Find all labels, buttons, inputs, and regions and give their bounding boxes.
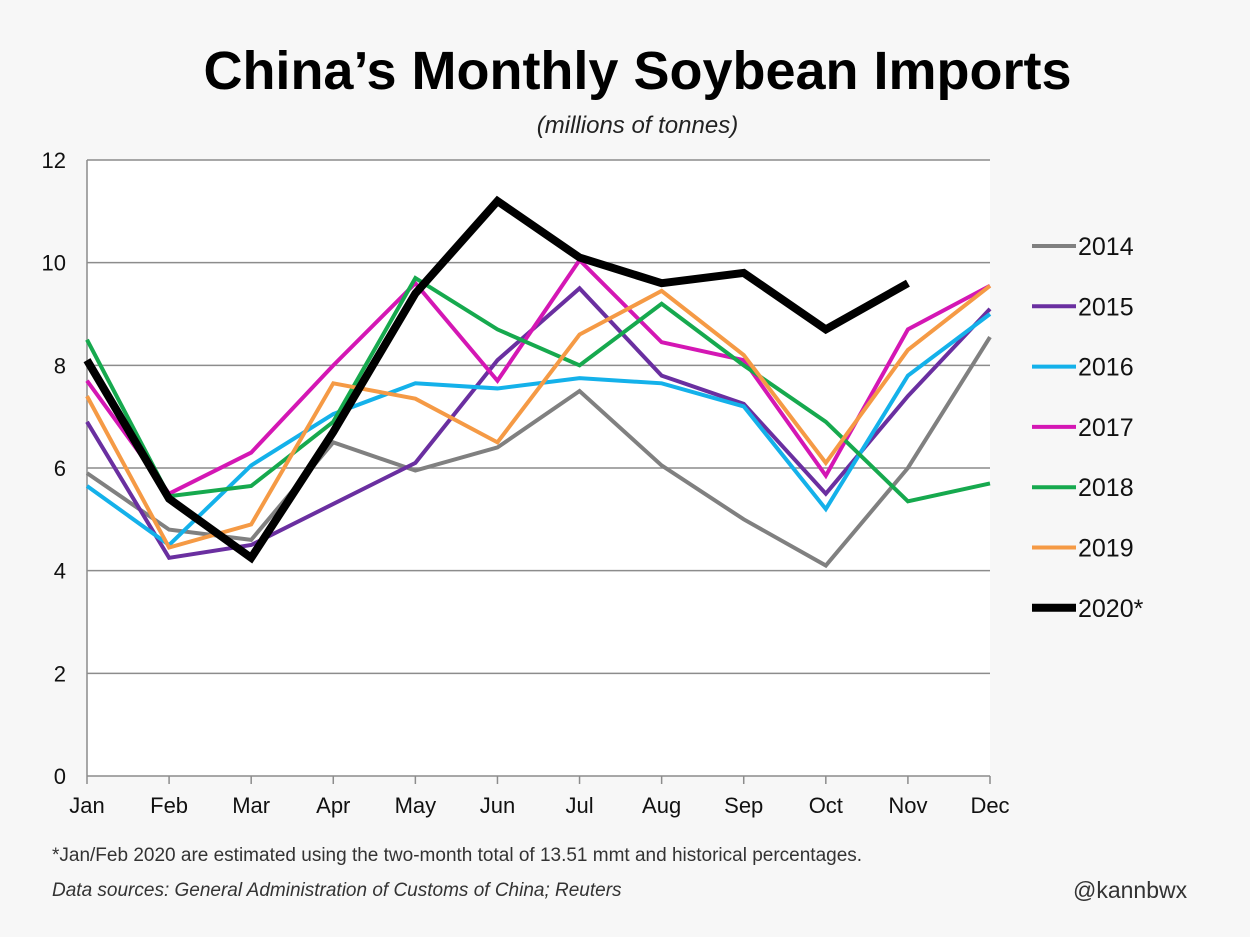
series-line-2014 <box>85 336 992 569</box>
x-tick-label: Jul <box>565 793 593 818</box>
series-line-2017 <box>85 256 991 497</box>
y-tick-label: 10 <box>42 251 66 276</box>
series-line-2019 <box>85 284 992 550</box>
y-tick-label: 0 <box>54 764 66 789</box>
footnote: *Jan/Feb 2020 are estimated using the tw… <box>52 845 863 866</box>
series-line-2016 <box>85 312 992 548</box>
x-tick-label: Dec <box>970 793 1009 818</box>
legend-label: 2016 <box>1078 354 1134 382</box>
x-tick-label: Oct <box>809 793 843 818</box>
x-tick-label: Nov <box>888 793 927 818</box>
x-tick-label: Jun <box>480 793 515 818</box>
x-tick-label: Apr <box>316 793 350 818</box>
x-tick-label: May <box>395 793 437 818</box>
legend-label: 2019 <box>1078 535 1134 563</box>
y-tick-label: 12 <box>42 148 66 173</box>
series-line-2018 <box>85 275 991 504</box>
author-handle: @kannbwx <box>1073 877 1188 903</box>
chart-subtitle: (millions of tonnes) <box>536 112 739 139</box>
legend-label: 2018 <box>1078 474 1134 502</box>
series-line-2020 <box>83 195 910 564</box>
x-tick-label: Mar <box>232 793 270 818</box>
y-tick-label: 2 <box>54 661 66 686</box>
x-tick-label: Sep <box>724 793 763 818</box>
y-tick-label: 8 <box>54 353 66 378</box>
legend-label: 2015 <box>1078 293 1134 321</box>
legend-label: 2017 <box>1078 414 1134 442</box>
x-tick-label: Aug <box>642 793 681 818</box>
x-tick-label: Jan <box>69 793 104 818</box>
y-tick-label: 6 <box>54 456 66 481</box>
x-tick-label: Feb <box>150 793 188 818</box>
y-tick-label: 4 <box>54 559 66 584</box>
legend-label: 2020* <box>1078 595 1144 623</box>
legend-label: 2014 <box>1078 233 1134 261</box>
chart-title: China’s Monthly Soybean Imports <box>203 41 1072 101</box>
data-source: Data sources: General Administration of … <box>52 880 622 901</box>
